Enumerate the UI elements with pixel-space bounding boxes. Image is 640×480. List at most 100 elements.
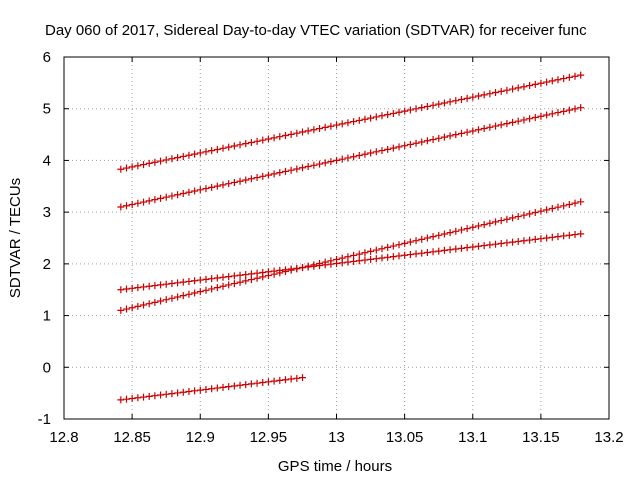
data-point (157, 157, 165, 165)
data-point (543, 78, 551, 86)
data-point (520, 211, 528, 219)
data-point (350, 118, 358, 126)
x-tick-label: 13.1 (458, 429, 487, 446)
data-point (520, 83, 528, 91)
data-point (225, 180, 233, 188)
data-point (316, 125, 324, 133)
data-point (208, 275, 216, 283)
data-point (344, 258, 352, 266)
data-point (140, 393, 148, 401)
data-point (384, 243, 392, 251)
data-point (128, 394, 136, 402)
data-point (367, 149, 375, 157)
data-point (480, 221, 488, 229)
data-point (168, 280, 176, 288)
data-point (446, 132, 454, 140)
x-tick-label: 12.85 (113, 429, 151, 446)
data-point (140, 198, 148, 206)
data-point (435, 100, 443, 108)
data-point (174, 154, 182, 162)
data-point (361, 256, 369, 264)
data-point (514, 84, 522, 92)
data-point (378, 147, 386, 155)
data-point (412, 237, 420, 245)
data-point (384, 111, 392, 119)
data-point (122, 285, 130, 293)
data-point (151, 298, 159, 306)
data-point (514, 213, 522, 221)
data-point (537, 235, 545, 243)
data-point (435, 247, 443, 255)
data-point (514, 117, 522, 125)
data-point (179, 152, 187, 160)
data-point (327, 260, 335, 268)
data-point (122, 395, 130, 403)
data-point (270, 267, 278, 275)
data-point (333, 260, 341, 268)
data-point (162, 193, 170, 201)
data-point (304, 263, 312, 271)
data-point (117, 396, 125, 404)
data-point (429, 248, 437, 256)
data-point (117, 165, 125, 173)
data-point (469, 93, 477, 101)
data-point (497, 121, 505, 129)
y-tick-label: 2 (43, 256, 51, 273)
data-point (537, 207, 545, 215)
data-point (526, 115, 534, 123)
data-point (287, 166, 295, 174)
data-point (185, 188, 193, 196)
data-point (202, 385, 210, 393)
data-point (134, 162, 142, 170)
data-point (492, 240, 500, 248)
data-point (230, 382, 238, 390)
data-point (134, 302, 142, 310)
data-point (225, 281, 233, 289)
data-point (548, 233, 556, 241)
data-point (310, 161, 318, 169)
data-point (327, 122, 335, 130)
data-point (548, 205, 556, 213)
data-point (321, 123, 329, 131)
data-point (208, 183, 216, 191)
data-point (526, 210, 534, 218)
data-point (554, 233, 562, 241)
data-point (242, 277, 250, 285)
data-point (213, 274, 221, 282)
data-point (344, 119, 352, 127)
data-point (463, 225, 471, 233)
series-5 (117, 374, 306, 404)
x-tick-label: 12.9 (186, 429, 215, 446)
data-point (253, 137, 261, 145)
data-point (134, 284, 142, 292)
data-point (276, 266, 284, 274)
data-point (446, 98, 454, 106)
data-point (179, 388, 187, 396)
data-point (503, 120, 511, 128)
data-point (162, 390, 170, 398)
data-point (219, 273, 227, 281)
data-point (435, 134, 443, 142)
data-point (293, 165, 301, 173)
data-point (503, 215, 511, 223)
data-point (236, 381, 244, 389)
data-point (213, 145, 221, 153)
data-point (492, 218, 500, 226)
data-point (571, 231, 579, 239)
data-point (560, 202, 568, 210)
data-point (281, 167, 289, 175)
data-point (202, 148, 210, 156)
data-point (122, 305, 130, 313)
data-point (168, 192, 176, 200)
data-point (355, 250, 363, 258)
data-point (412, 139, 420, 147)
data-point (276, 169, 284, 177)
data-point (338, 155, 346, 163)
data-point (395, 252, 403, 260)
data-point (196, 386, 204, 394)
data-point (401, 239, 409, 247)
data-point (213, 284, 221, 292)
data-point (230, 280, 238, 288)
data-point (509, 238, 517, 246)
data-point (440, 246, 448, 254)
